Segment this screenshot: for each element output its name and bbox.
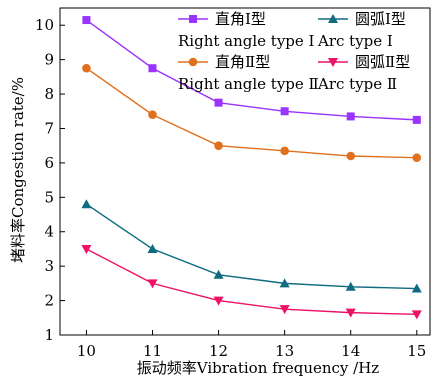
data-point [411, 310, 422, 320]
y-tick-label: 2 [44, 292, 54, 310]
series-2 [81, 199, 422, 293]
legend-label-en: Right angle type Ⅱ [178, 75, 319, 93]
y-tick-label: 5 [44, 188, 54, 206]
data-point [147, 243, 158, 253]
data-point [148, 64, 157, 73]
series-line [86, 67, 417, 159]
data-point [148, 110, 157, 120]
plot-frame [59, 7, 431, 336]
data-point [412, 153, 422, 163]
series-line [86, 19, 417, 121]
data-point [412, 115, 421, 124]
data-point [147, 279, 158, 289]
data-point [280, 107, 289, 116]
data-point [346, 112, 355, 121]
x-tick-label: 15 [407, 342, 426, 360]
legend-entry-2: 圆弧Ⅰ型 Arc type Ⅰ [317, 10, 406, 50]
plot-border [59, 7, 431, 336]
legend-entry-1: 直角Ⅰ型 Right angle type Ⅰ [178, 10, 315, 50]
data-point [213, 269, 224, 279]
data-point [82, 63, 91, 73]
series-line [86, 203, 417, 290]
x-tick-label: 14 [341, 342, 360, 360]
y-tick-label: 8 [44, 85, 54, 103]
data-point [411, 283, 422, 293]
data-point [346, 151, 356, 161]
legend-label-en: Arc type Ⅰ [317, 32, 393, 50]
data-point [345, 281, 356, 291]
legend-entry-3: 直角Ⅱ型 Right angle type Ⅱ [178, 53, 319, 93]
legend-marker [328, 14, 338, 23]
data-point [214, 141, 223, 150]
data-point [279, 278, 290, 288]
legend-marker [189, 15, 197, 23]
legend-label-en: Arc type Ⅱ [317, 75, 397, 93]
y-tick-label: 4 [44, 223, 54, 241]
data-point [81, 244, 92, 254]
series-3 [82, 63, 422, 163]
y-tick-label: 10 [35, 16, 54, 34]
data-point [82, 16, 91, 25]
legend-label: 圆弧Ⅱ型 [355, 53, 410, 71]
x-tick-label: 13 [275, 342, 294, 360]
x-tick-label: 10 [77, 342, 96, 360]
y-tick-label: 1 [44, 326, 54, 344]
x-axis-label: 振动频率Vibration frequency /Hz [137, 359, 380, 377]
data-point [214, 98, 223, 107]
series-line [86, 248, 417, 316]
series-layer [81, 16, 422, 320]
data-point [280, 146, 289, 156]
data-point [279, 305, 290, 315]
series-4 [81, 244, 422, 320]
legend-marker [188, 57, 198, 67]
legend-label: 直角Ⅰ型 [215, 10, 266, 28]
legend-marker [328, 58, 338, 67]
legend-label: 圆弧Ⅰ型 [355, 10, 406, 28]
x-tick-label: 11 [143, 342, 162, 360]
series-1 [82, 16, 421, 124]
data-point [213, 296, 224, 306]
y-axis-label: 堵料率Congestion rate/% [9, 77, 27, 263]
x-tick-label: 12 [209, 342, 228, 360]
y-tick-label: 3 [44, 257, 54, 275]
y-tick-label: 9 [44, 51, 54, 69]
legend: 直角Ⅰ型 Right angle type Ⅰ 圆弧Ⅰ型 Arc type Ⅰ 直角Ⅱ型… [178, 10, 410, 93]
legend-entry-4: 圆弧Ⅱ型 Arc type Ⅱ [317, 53, 410, 93]
y-tick-label: 6 [44, 154, 54, 172]
legend-label-en: Right angle type Ⅰ [178, 32, 315, 50]
y-tick-label: 7 [44, 119, 54, 137]
data-point [81, 199, 92, 209]
data-point [345, 308, 356, 318]
legend-label: 直角Ⅱ型 [215, 53, 270, 71]
